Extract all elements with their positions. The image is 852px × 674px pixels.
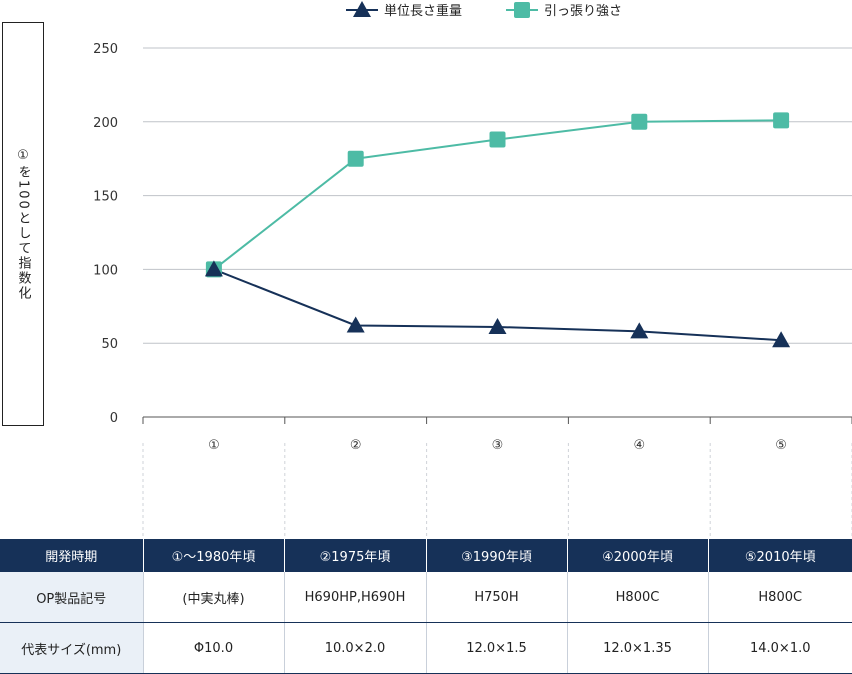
triangle-point xyxy=(630,322,649,339)
table-cell: 12.0×1.5 xyxy=(426,622,568,674)
square-point xyxy=(631,113,648,130)
table-header-cell: ①〜1980年頃 xyxy=(143,539,285,572)
x-tick-label: ③ xyxy=(492,438,504,453)
table-row: OP製品記号 (中実丸棒) H690HP,H690H H750H H800C H… xyxy=(0,572,852,623)
y-tick-label: 50 xyxy=(101,337,118,352)
table-row: 代表サイズ(mm) Φ10.0 10.0×2.0 12.0×1.5 12.0×1… xyxy=(0,622,852,674)
x-tick-label: ① xyxy=(208,438,220,453)
y-tick-label: 150 xyxy=(93,190,118,205)
table-cell: H690HP,H690H xyxy=(284,572,427,623)
square-point xyxy=(773,112,790,129)
table-cell: 10.0×2.0 xyxy=(284,622,427,674)
table-header-cell: ④2000年頃 xyxy=(567,539,709,572)
chart: 0 50 100 150 200 250 ① ② ③ ④ ⑤ 単位長さ重量 引っ張り強さ xyxy=(93,1,852,539)
y-tick-label: 250 xyxy=(93,42,118,57)
legend-label: 引っ張り強さ xyxy=(544,4,622,19)
triangle-point xyxy=(772,331,791,348)
table-header-cell: ②1975年頃 xyxy=(284,539,427,572)
y-axis-label: ①を100として指数化 xyxy=(15,147,31,301)
legend-marker xyxy=(514,2,530,18)
x-tick-label: ④ xyxy=(633,438,645,453)
y-tick-label: 100 xyxy=(93,263,118,278)
table-header-cell: 開発時期 xyxy=(0,539,144,572)
table-cell: H800C xyxy=(708,572,852,623)
x-tick-label: ⑤ xyxy=(775,438,787,453)
x-tick-label: ② xyxy=(350,438,362,453)
y-tick-label: 200 xyxy=(93,116,118,131)
y-axis-ticks: 0 50 100 150 200 250 xyxy=(93,42,118,426)
y-tick-label: 0 xyxy=(110,411,118,426)
spec-table: 開発時期 ①〜1980年頃 ②1975年頃 ③1990年頃 ④2000年頃 ⑤2… xyxy=(0,539,852,674)
table-cell: Φ10.0 xyxy=(143,622,285,674)
legend-marker xyxy=(353,1,371,17)
grid xyxy=(143,47,852,344)
triangle-point xyxy=(346,316,365,333)
table-header-row: 開発時期 ①〜1980年頃 ②1975年頃 ③1990年頃 ④2000年頃 ⑤2… xyxy=(0,539,852,572)
legend-label: 単位長さ重量 xyxy=(384,3,462,19)
table-cell: (中実丸棒) xyxy=(143,572,285,623)
row-label: 代表サイズ(mm) xyxy=(0,622,144,674)
y-axis-label-box: ①を100として指数化 xyxy=(2,22,44,426)
table-cell: H750H xyxy=(426,572,568,623)
series-group xyxy=(204,112,791,348)
table-cell: 12.0×1.35 xyxy=(567,622,709,674)
table-cell: H800C xyxy=(567,572,709,623)
row-label: OP製品記号 xyxy=(0,572,144,623)
x-axis: ① ② ③ ④ ⑤ xyxy=(142,416,852,539)
triangle-point xyxy=(488,317,507,334)
table-header-cell: ⑤2010年頃 xyxy=(708,539,852,572)
legend: 単位長さ重量 引っ張り強さ xyxy=(346,1,622,19)
triangle-point xyxy=(204,260,223,277)
square-point xyxy=(347,150,364,167)
square-point xyxy=(489,131,506,148)
table-cell: 14.0×1.0 xyxy=(708,622,852,674)
table-header-cell: ③1990年頃 xyxy=(426,539,568,572)
